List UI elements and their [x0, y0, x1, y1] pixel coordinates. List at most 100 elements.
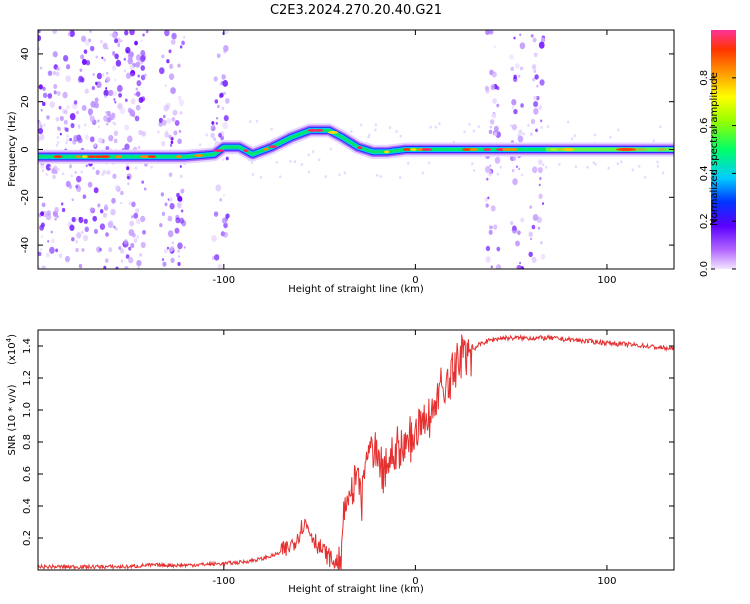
noise-speck — [101, 173, 104, 177]
snr-y-tick-label: 0.6 — [22, 466, 33, 482]
noise-speck — [39, 124, 43, 129]
noise-speck — [78, 263, 83, 269]
noise-speck — [169, 143, 173, 147]
noise-speck — [51, 238, 55, 244]
spectrogram-y-tick-label: -20 — [20, 189, 31, 205]
noise-speck — [374, 128, 377, 132]
noise-speck — [104, 111, 108, 114]
snr-y-tick-label: 0.2 — [22, 530, 33, 546]
noise-speck — [71, 198, 74, 202]
noise-speck — [491, 112, 497, 119]
noise-speck — [177, 138, 182, 145]
noise-speck — [127, 107, 132, 113]
ridge-hotspot — [562, 147, 575, 152]
noise-speck — [111, 197, 116, 204]
noise-speck — [137, 74, 140, 78]
noise-speck — [119, 248, 125, 254]
noise-speck — [85, 164, 88, 167]
snr-y-tick-label: 0.8 — [22, 434, 33, 450]
noise-speck — [114, 184, 120, 191]
noise-speck — [93, 228, 99, 235]
figure-title: C2E3.2024.270.20.40.G21 — [270, 3, 442, 18]
noise-speck — [485, 245, 491, 252]
spectrogram-panel: -100 0 100 -40 -20 0 20 40 Height of straight … — [7, 29, 675, 295]
noise-speck — [81, 58, 87, 66]
noise-speck — [113, 138, 118, 144]
noise-speck — [112, 51, 116, 56]
noise-speck — [114, 38, 119, 44]
noise-speck — [631, 168, 634, 172]
ridge-hotspot — [263, 147, 269, 151]
noise-speck — [532, 166, 538, 174]
noise-speck — [531, 256, 537, 263]
noise-speck — [180, 188, 185, 194]
noise-speck — [395, 129, 398, 133]
noise-speck — [43, 123, 46, 127]
noise-speck — [496, 246, 501, 252]
noise-speck — [534, 74, 539, 80]
noise-speck — [487, 196, 490, 200]
noise-speck — [177, 95, 182, 101]
noise-speck — [111, 65, 117, 71]
noise-speck — [127, 182, 130, 186]
ridge-hotspot — [147, 155, 157, 159]
noise-speck — [73, 135, 79, 142]
ridge-hotspot — [421, 148, 433, 151]
noise-speck — [574, 165, 578, 169]
noise-speck — [485, 203, 489, 208]
noise-speck — [495, 264, 502, 269]
colorbar-tick-label: 0.4 — [699, 165, 710, 181]
noise-speck — [47, 70, 53, 77]
noise-speck — [492, 98, 497, 104]
noise-speck — [509, 54, 514, 60]
noise-speck — [249, 120, 252, 124]
noise-speck — [74, 170, 77, 174]
noise-speck — [92, 166, 95, 170]
noise-speck — [57, 140, 60, 144]
noise-speck — [132, 232, 136, 238]
snr-panel: -100 0 100 0.2 0.4 0.6 0.8 1.0 1.2 1.4 Height of… — [5, 329, 675, 595]
noise-speck — [129, 220, 135, 227]
noise-speck — [174, 119, 180, 127]
noise-speck — [55, 143, 59, 147]
noise-speck — [114, 78, 117, 82]
noise-speck — [108, 134, 114, 142]
noise-speck — [157, 130, 160, 134]
noise-speck — [558, 162, 561, 166]
noise-speck — [180, 209, 184, 213]
noise-speck — [66, 138, 69, 142]
noise-speck — [82, 194, 87, 199]
noise-speck — [484, 197, 489, 203]
noise-speck — [134, 115, 140, 122]
noise-speck — [338, 173, 341, 177]
noise-speck — [513, 108, 518, 115]
noise-speck — [99, 209, 104, 214]
noise-speck — [53, 84, 58, 89]
noise-speck — [92, 72, 96, 77]
noise-speck — [168, 134, 172, 139]
noise-speck — [130, 215, 134, 219]
noise-speck — [140, 50, 146, 57]
noise-speck — [407, 161, 410, 165]
noise-speck — [530, 34, 534, 38]
spectrogram-x-tick-label: -100 — [212, 275, 235, 286]
noise-speck — [81, 248, 85, 252]
noise-speck — [360, 123, 363, 127]
noise-speck — [527, 124, 530, 128]
noise-speck — [140, 65, 146, 71]
noise-speck — [150, 165, 153, 169]
noise-speck — [124, 30, 129, 36]
noise-speck — [68, 30, 71, 33]
noise-speck — [223, 222, 228, 229]
noise-speck — [93, 143, 97, 148]
noise-speck — [510, 66, 515, 72]
noise-speck — [617, 128, 620, 132]
noise-speck — [515, 165, 518, 169]
noise-speck — [64, 255, 71, 263]
noise-speck — [661, 171, 665, 175]
noise-speck — [138, 97, 144, 104]
noise-speck — [519, 42, 526, 50]
noise-speck — [38, 265, 41, 269]
noise-speck — [538, 41, 545, 49]
noise-speck — [60, 202, 64, 206]
